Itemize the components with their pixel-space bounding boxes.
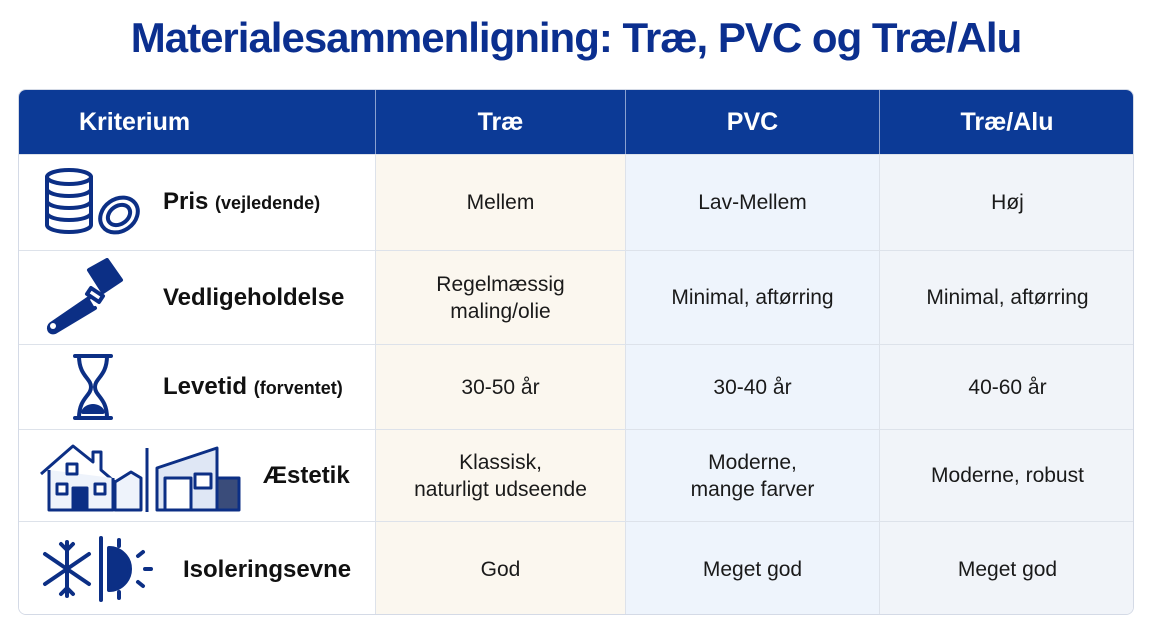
criterion-name: Isoleringsevne	[183, 555, 352, 583]
value-cell: Høj	[880, 154, 1133, 250]
criterion-cell: Vedligeholdelse	[19, 250, 376, 344]
criterion-label: Vedligeholdelse	[163, 284, 344, 311]
value-cell: 40-60 år	[880, 344, 1133, 429]
criterion-icon	[40, 444, 241, 512]
criterion-name: Pris	[163, 188, 209, 215]
value-line: Minimal, aftørring	[671, 286, 834, 309]
title: Materialesammenligning: Træ, PVC og Træ/…	[130, 14, 1023, 61]
value-cell: Meget god	[880, 521, 1133, 614]
criterion-icon	[43, 536, 153, 602]
criterion-cell: Levetid (forventet)	[19, 344, 376, 429]
criterion-label: Levetid (forventet)	[163, 373, 343, 402]
criterion-icon	[73, 354, 113, 420]
value-line: Moderne, robust	[931, 464, 1084, 487]
criterion-cell: Isoleringsevne	[19, 521, 376, 614]
value-line: Regelmæssig	[436, 272, 565, 296]
criterion-note: (forventet)	[253, 377, 343, 398]
column-header: Træ	[376, 90, 626, 154]
column-header: Kriterium	[19, 90, 376, 154]
value-cell: 30-50 år	[376, 344, 626, 429]
value-cell: Lav-Mellem	[626, 154, 880, 250]
value-cell: 30-40 år	[626, 344, 880, 429]
value-cell: God	[376, 521, 626, 614]
criterion-name: Æstetik	[263, 462, 350, 489]
value-cell: Minimal, aftørring	[626, 250, 880, 344]
value-line: Lav-Mellem	[698, 191, 807, 214]
value-line: mange farver	[690, 477, 815, 501]
value-line: Meget god	[957, 557, 1058, 581]
value-line: 40-60 år	[968, 375, 1047, 399]
criterion-name: Levetid	[163, 372, 248, 400]
value-line: Mellem	[466, 191, 535, 214]
column-header: PVC	[626, 90, 880, 154]
value-cell: Meget god	[626, 521, 880, 614]
value-line: 30-50 år	[461, 375, 540, 399]
value-cell: Klassisk, naturligt udseende	[376, 429, 626, 521]
value-cell: Regelmæssig maling/olie	[376, 250, 626, 344]
criterion-name: Vedligeholdelse	[163, 284, 345, 311]
criterion-cell: Pris (vejledende)	[19, 154, 376, 250]
criterion-label: Pris (vejledende)	[163, 188, 320, 217]
value-cell: Mellem	[376, 154, 626, 250]
value-line: God	[480, 557, 521, 581]
comparison-table: Kriterium Træ PVC Træ/Alu Pris (vejledende) M…	[18, 89, 1134, 615]
value-line: naturligt udseende	[414, 477, 587, 501]
criterion-cell: Æstetik	[19, 429, 376, 521]
criterion-label: Æstetik	[263, 462, 350, 489]
value-line: Høj	[991, 191, 1024, 214]
value-cell: Minimal, aftørring	[880, 250, 1133, 344]
value-cell: Moderne, mange farver	[626, 429, 880, 521]
criterion-label: Isoleringsevne	[183, 556, 351, 583]
criterion-icon	[45, 167, 140, 234]
value-line: Moderne,	[708, 450, 797, 474]
criterion-note: (vejledende)	[215, 193, 321, 213]
value-line: Klassisk,	[459, 450, 542, 474]
value-cell: Moderne, robust	[880, 429, 1133, 521]
criterion-icon	[46, 257, 123, 334]
value-line: maling/olie	[450, 299, 551, 323]
value-line: 30-40 år	[713, 375, 792, 399]
value-line: Meget god	[702, 557, 803, 581]
column-header: Træ/Alu	[880, 90, 1133, 154]
value-line: Minimal, aftørring	[926, 286, 1089, 309]
